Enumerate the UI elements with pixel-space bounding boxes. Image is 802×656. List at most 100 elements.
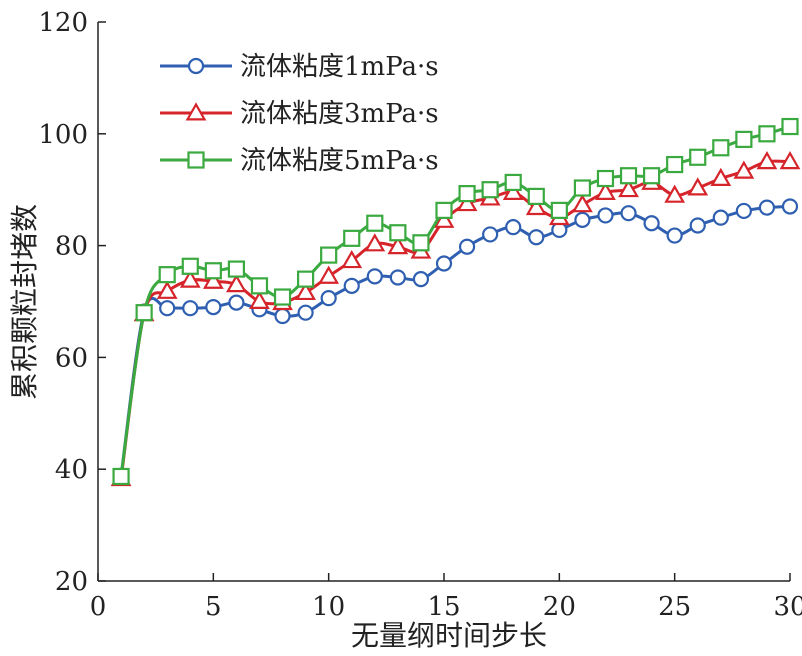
legend: 流体粘度1mPa·s 流体粘度3mPa·s 流体粘度5mPa·s [160, 52, 439, 176]
y-tick-label: 40 [55, 455, 88, 485]
legend-label: 流体粘度5mPa·s [240, 146, 439, 176]
y-axis-title: 累积颗粒封堵数 [8, 204, 41, 400]
data-point [412, 271, 430, 288]
x-axis: 0 5 10 15 20 25 30 [90, 573, 802, 622]
data-point [689, 148, 707, 166]
series-1 [112, 198, 799, 485]
data-point [112, 467, 130, 486]
x-axis-title: 无量纲时间步长 [351, 619, 547, 652]
data-point [226, 274, 247, 293]
data-point [202, 270, 224, 289]
data-point [458, 185, 476, 203]
series-line [119, 125, 791, 477]
data-point [250, 277, 269, 295]
data-point [712, 209, 729, 226]
legend-label: 流体粘度1mPa·s [240, 52, 439, 82]
data-point [733, 160, 755, 179]
data-point [666, 227, 683, 244]
data-point [573, 179, 592, 197]
data-point [481, 181, 499, 199]
data-point [781, 198, 799, 215]
data-point [179, 269, 201, 288]
data-point [320, 290, 337, 307]
data-point [597, 207, 614, 224]
data-point [525, 196, 547, 216]
data-point [687, 177, 709, 196]
data-point [456, 192, 478, 212]
data-point [274, 307, 291, 325]
data-point [502, 181, 524, 200]
data-point [574, 211, 591, 228]
data-point [618, 178, 639, 198]
data-point [433, 209, 455, 228]
y-tick-label: 20 [55, 567, 88, 597]
data-point [758, 125, 776, 143]
legend-item: 流体粘度1mPa·s [160, 52, 439, 82]
data-point [159, 300, 176, 317]
data-point [572, 194, 593, 213]
data-point [158, 266, 176, 284]
legend-marker [185, 102, 207, 121]
y-tick-label: 80 [55, 232, 88, 262]
data-point [320, 246, 338, 264]
data-point [249, 290, 270, 309]
data-point [642, 167, 661, 185]
data-point [182, 300, 199, 317]
y-axis: 20 40 60 80 100 120 [38, 8, 106, 597]
series-group [110, 117, 801, 487]
data-point [318, 265, 340, 284]
x-tick-label: 10 [312, 592, 345, 622]
data-point [528, 229, 545, 246]
data-point [458, 238, 476, 255]
data-point [181, 257, 199, 275]
data-point [435, 201, 453, 219]
data-point [505, 219, 522, 236]
y-tick-label: 100 [38, 120, 88, 150]
data-point [387, 236, 409, 255]
data-point [295, 281, 316, 301]
legend-item: 流体粘度5mPa·s [160, 146, 439, 176]
data-point [689, 217, 706, 234]
x-tick-label: 15 [427, 592, 460, 622]
data-point [735, 130, 753, 148]
data-point [205, 298, 222, 316]
x-tick-label: 0 [90, 592, 107, 622]
data-point [504, 173, 522, 192]
data-point [228, 294, 245, 311]
data-point [389, 224, 407, 242]
data-point [343, 229, 361, 247]
data-point [595, 181, 616, 200]
data-point [756, 151, 778, 170]
data-point [779, 151, 801, 170]
data-point [550, 201, 568, 219]
data-point [204, 262, 222, 280]
data-point [619, 167, 638, 185]
series-line [119, 204, 791, 477]
x-tick-label: 5 [205, 592, 222, 622]
data-point [643, 215, 660, 232]
data-point [297, 304, 314, 321]
legend-label: 流体粘度3mPa·s [240, 99, 439, 129]
data-point [227, 260, 245, 278]
series-2 [110, 151, 801, 487]
data-point [527, 187, 545, 206]
y-tick-label: 120 [38, 8, 88, 38]
data-point [343, 277, 360, 294]
data-point [135, 304, 153, 322]
series-3 [112, 117, 799, 486]
data-point [735, 202, 752, 220]
x-tick-label: 20 [543, 592, 576, 622]
data-point [620, 205, 637, 222]
y-tick-label: 60 [55, 343, 88, 373]
data-point [710, 167, 732, 186]
data-point [666, 155, 684, 174]
data-point [389, 269, 406, 286]
data-point [273, 288, 292, 306]
data-point [341, 249, 363, 269]
data-point [435, 255, 453, 272]
data-point [364, 233, 386, 252]
data-point [297, 270, 315, 288]
data-point [412, 234, 430, 252]
data-point [781, 117, 799, 136]
x-tick-label: 25 [658, 592, 691, 622]
